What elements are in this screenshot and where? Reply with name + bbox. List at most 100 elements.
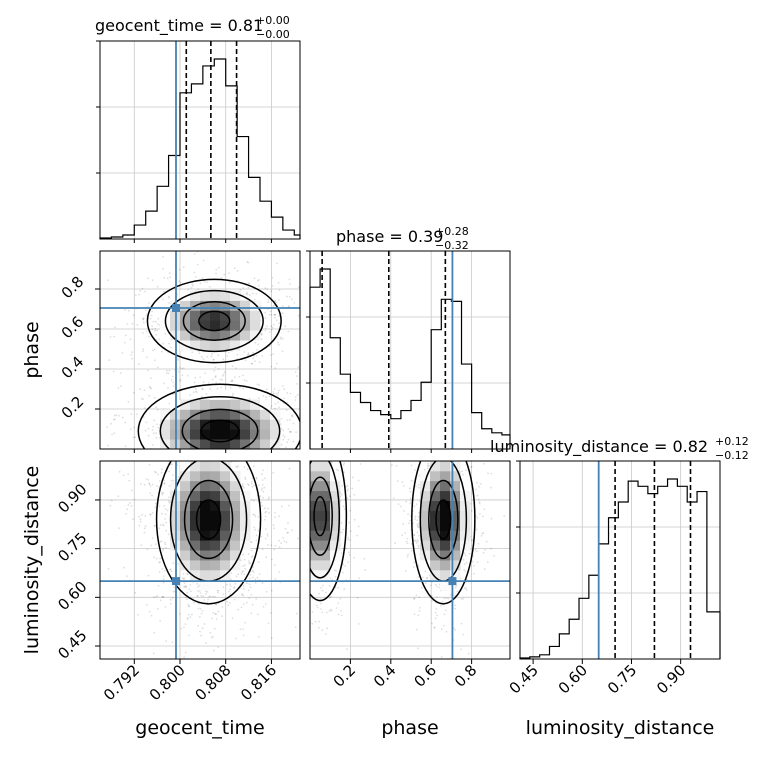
- sample-point: [408, 452, 410, 454]
- sample-point: [414, 418, 416, 420]
- sample-point: [289, 477, 291, 479]
- sample-point: [186, 374, 189, 377]
- density-cell: [320, 560, 331, 571]
- sample-point: [285, 565, 287, 567]
- sample-point: [264, 537, 267, 540]
- sample-point: [341, 425, 343, 427]
- sample-point: [342, 528, 345, 531]
- sample-point: [329, 453, 331, 455]
- sample-point: [426, 577, 429, 579]
- sample-point: [163, 382, 166, 385]
- sample-point: [168, 296, 170, 299]
- sample-point: [293, 464, 295, 466]
- sample-point: [342, 563, 344, 566]
- sample-point: [136, 413, 138, 416]
- sample-point: [143, 389, 146, 392]
- sample-point: [197, 450, 199, 452]
- sample-point: [165, 529, 168, 532]
- sample-point: [304, 486, 306, 488]
- sample-point: [283, 523, 285, 525]
- density-cell: [440, 569, 451, 581]
- sample-point: [333, 406, 335, 408]
- sample-point: [308, 547, 310, 549]
- sample-point: [436, 392, 438, 394]
- sample-point: [491, 416, 493, 418]
- sample-point: [287, 531, 289, 534]
- sample-point: [412, 566, 415, 568]
- sample-point: [438, 436, 440, 438]
- sample-point: [251, 555, 254, 557]
- sample-point: [462, 444, 464, 446]
- density-cell: [230, 550, 241, 561]
- density-cell: [270, 409, 281, 420]
- sample-point: [409, 519, 411, 522]
- sample-point: [290, 298, 293, 301]
- density-cell: [320, 550, 331, 561]
- sample-point: [141, 513, 143, 516]
- sample-point: [283, 521, 285, 523]
- sample-point: [171, 375, 174, 378]
- density-cell: [240, 310, 251, 321]
- sample-point: [130, 428, 132, 431]
- sample-point: [428, 395, 430, 397]
- sample-point: [288, 278, 291, 281]
- sample-point: [184, 623, 187, 625]
- sample-point: [157, 473, 159, 476]
- sample-point: [237, 453, 239, 455]
- panel-frame: [309, 250, 511, 450]
- sample-point: [331, 437, 333, 439]
- sample-point: [120, 385, 122, 387]
- sample-point: [142, 321, 145, 324]
- title-luminosity-distance-minus: −0.12: [715, 449, 749, 462]
- sample-point: [156, 323, 159, 325]
- density-cell: [330, 540, 341, 551]
- sample-point: [183, 626, 185, 629]
- sample-point: [454, 604, 457, 607]
- sample-point: [312, 440, 314, 442]
- sample-point: [188, 450, 190, 452]
- sample-point: [289, 515, 291, 517]
- sample-point: [148, 482, 151, 485]
- sample-point: [181, 367, 184, 370]
- density-cell: [260, 399, 271, 410]
- sample-point: [240, 606, 243, 609]
- sample-point: [215, 272, 217, 275]
- sample-point: [438, 586, 441, 589]
- sample-point: [169, 454, 171, 456]
- sample-point: [230, 458, 232, 460]
- y-tick-label: 0.4: [58, 353, 88, 383]
- sample-point: [306, 332, 308, 334]
- sample-point: [218, 457, 220, 459]
- sample-point: [417, 422, 419, 424]
- sample-point: [227, 604, 230, 607]
- sample-point: [150, 544, 153, 547]
- sample-point: [304, 450, 306, 452]
- sample-point: [273, 388, 276, 390]
- sample-point: [326, 627, 328, 630]
- sample-point: [270, 457, 272, 459]
- sample-point: [264, 311, 267, 314]
- sample-point: [150, 387, 153, 390]
- sample-point: [255, 476, 258, 479]
- sample-point: [305, 477, 307, 479]
- sample-point: [148, 385, 151, 388]
- sample-point: [320, 608, 322, 610]
- density-cell: [240, 510, 251, 521]
- sample-point: [224, 458, 226, 460]
- sample-point: [241, 453, 243, 455]
- sample-point: [221, 615, 224, 618]
- sample-point: [483, 568, 486, 571]
- sample-point: [317, 626, 320, 629]
- sample-point: [364, 569, 367, 571]
- sample-point: [199, 373, 201, 375]
- sample-point: [443, 613, 446, 616]
- density-cell: [200, 429, 211, 440]
- sample-point: [248, 577, 251, 580]
- sample-point: [118, 470, 121, 473]
- sample-point: [242, 603, 245, 605]
- density-cell: [230, 300, 241, 311]
- sample-point: [343, 498, 346, 501]
- sample-point: [278, 315, 281, 318]
- sample-point: [258, 484, 260, 487]
